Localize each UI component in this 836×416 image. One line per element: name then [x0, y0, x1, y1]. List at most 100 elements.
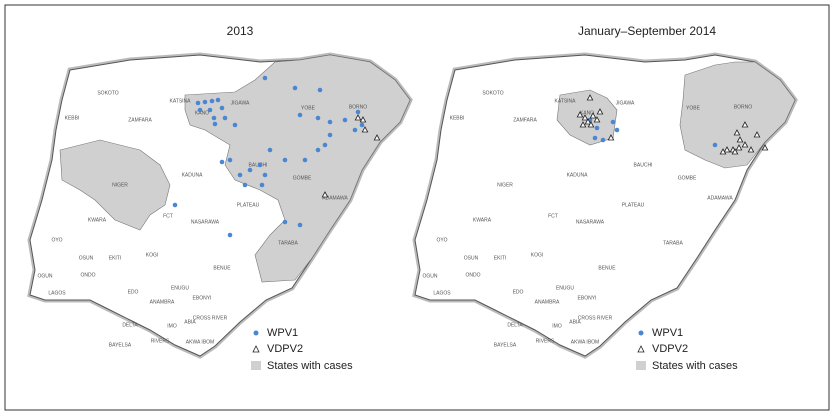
state-label: ADAMAWA: [322, 195, 348, 201]
vdpv2-case: [587, 121, 595, 128]
vdpv2-case: [731, 148, 739, 155]
state-label: YOBE: [686, 105, 701, 111]
state-label: KADUNA: [567, 172, 589, 178]
wpv1-case: [215, 97, 221, 103]
map-panel: January–September 2014 SOKOTO KEBBI ZAMFARA…: [412, 24, 798, 372]
state-label: BAYELSA: [494, 342, 517, 348]
wpv1-case: [195, 100, 201, 106]
state-label: ABIA: [569, 319, 581, 325]
legend-triangle: [637, 345, 645, 353]
wpv1-case: [222, 115, 228, 121]
state-label: FCT: [163, 213, 173, 219]
state-label: OSUN: [464, 255, 479, 261]
state-label: KATSINA: [554, 98, 576, 104]
state-label: EKITI: [494, 255, 507, 261]
legend-label: WPV1: [267, 327, 298, 339]
vdpv2-case: [596, 108, 604, 115]
legend-label: States with cases: [267, 360, 353, 372]
state-label: TARABA: [278, 240, 298, 246]
state-label: GOMBE: [293, 175, 312, 181]
legend-swatch: [251, 361, 261, 370]
vdpv2-case: [741, 121, 749, 128]
wpv1-case: [302, 157, 308, 163]
state-label: OGUN: [423, 273, 438, 279]
state-label: ONDO: [466, 272, 481, 278]
state-label: ONDO: [81, 272, 96, 278]
wpv1-case: [359, 122, 365, 128]
wpv1-case: [207, 107, 213, 113]
legend-label: VDPV2: [267, 343, 303, 355]
wpv1-case: [262, 75, 268, 81]
wpv1-case: [282, 219, 288, 225]
state-label: ANAMBRA: [150, 299, 175, 305]
wpv1-case: [212, 121, 218, 127]
wpv1-case: [209, 98, 215, 104]
state-label: BAYELSA: [109, 342, 132, 348]
legend-label: VDPV2: [652, 343, 688, 355]
state-label: TARABA: [663, 240, 683, 246]
panel-title: 2013: [227, 24, 254, 38]
state-label: OYO: [51, 237, 62, 243]
state-label: BAUCHI: [634, 162, 653, 168]
state-label: PLATEAU: [622, 202, 645, 208]
state-label: ANAMBRA: [535, 299, 560, 305]
wpv1-case: [257, 162, 263, 168]
legend-label: States with cases: [652, 360, 738, 372]
state-label: ENUGU: [556, 285, 574, 291]
vdpv2-case: [359, 116, 367, 123]
state-label: BORNO: [349, 104, 367, 110]
state-label: ZAMFARA: [513, 117, 537, 123]
panel-title: January–September 2014: [578, 24, 716, 38]
state-label: KOGI: [146, 252, 159, 258]
wpv1-case: [172, 202, 178, 208]
wpv1-case: [259, 182, 265, 188]
vdpv2-case: [753, 131, 761, 138]
state-with-cases: [679, 61, 796, 169]
state-label: DELTA: [507, 322, 523, 328]
vdpv2-case: [741, 141, 749, 148]
wpv1-case: [219, 159, 225, 165]
state-label: NASARAWA: [576, 219, 605, 225]
vdpv2-case: [719, 148, 727, 155]
legend-dot: [638, 330, 644, 336]
state-label: ZAMFARA: [128, 117, 152, 123]
vdpv2-case: [354, 114, 362, 121]
state-label: KOGI: [531, 252, 544, 258]
state-label: KWARA: [88, 217, 107, 223]
state-label: IMO: [552, 323, 562, 329]
wpv1-case: [247, 167, 253, 173]
state-label: KANO: [580, 110, 594, 116]
state-label: NASARAWA: [191, 219, 220, 225]
vdpv2-case: [373, 134, 381, 141]
state-label: JIGAWA: [616, 100, 635, 106]
legend-triangle: [252, 345, 260, 353]
state-with-cases: [184, 54, 411, 283]
state-label: EDO: [513, 289, 524, 295]
vdpv2-case: [735, 144, 743, 151]
vdpv2-case: [576, 111, 584, 118]
state-label: CROSS RIVER: [193, 315, 228, 321]
legend-dot: [253, 330, 259, 336]
state-label: PLATEAU: [237, 202, 260, 208]
wpv1-case: [211, 115, 217, 121]
state-label: CROSS RIVER: [578, 315, 613, 321]
state-label: FCT: [548, 213, 558, 219]
wpv1-case: [297, 222, 303, 228]
wpv1-case: [202, 99, 208, 105]
state-label: NIGER: [497, 182, 513, 188]
vdpv2-case: [586, 94, 594, 101]
wpv1-case: [317, 87, 323, 93]
wpv1-case: [614, 127, 620, 133]
state-label: BORNO: [734, 104, 752, 110]
state-label: AKWA IBOM: [571, 339, 599, 345]
state-label: OYO: [436, 237, 447, 243]
state-label: KEBBI: [65, 115, 80, 121]
vdpv2-case: [736, 136, 744, 143]
vdpv2-case: [747, 146, 755, 153]
state-label: NIGER: [112, 182, 128, 188]
state-label: LAGOS: [48, 290, 66, 296]
state-label: SOKOTO: [482, 90, 503, 96]
map-panel: 2013 SOKOTO KEBBI ZAMFARA KATSINA KANO JIGAWA Y…: [27, 24, 413, 372]
wpv1-case: [592, 135, 598, 141]
wpv1-case: [355, 109, 361, 115]
